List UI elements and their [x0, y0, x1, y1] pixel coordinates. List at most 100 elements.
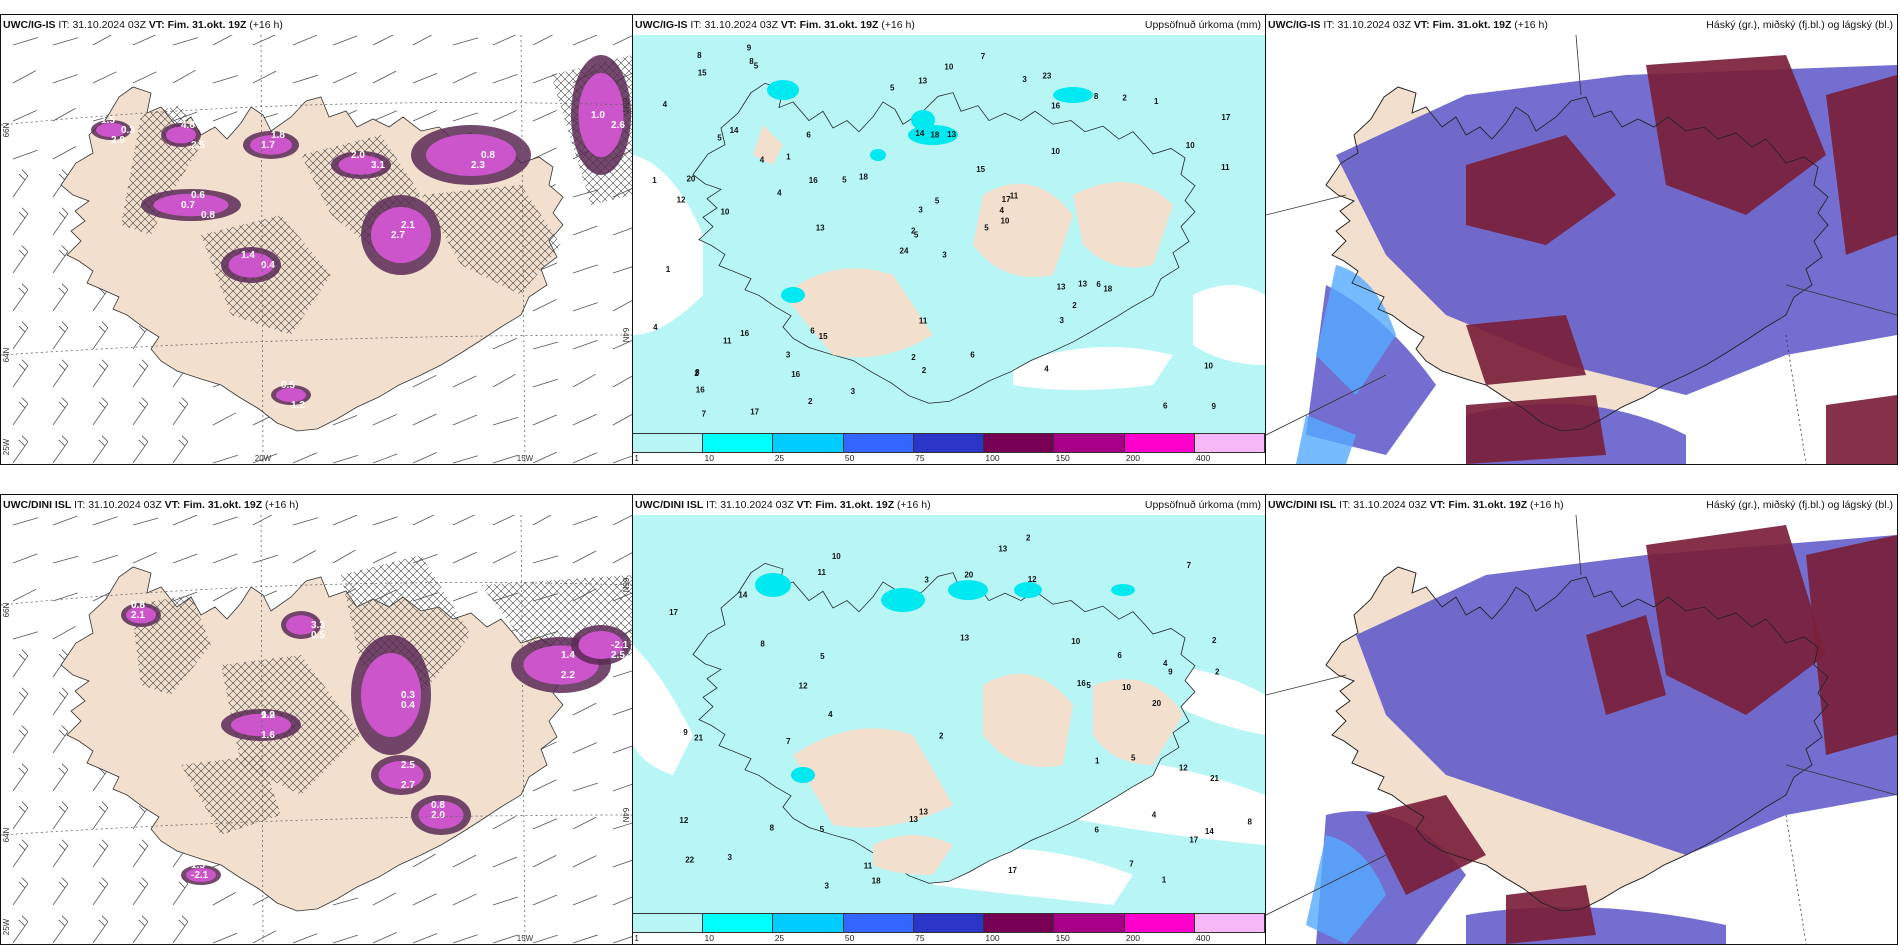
- wind-barb: [412, 109, 437, 122]
- icing-value: 1.2: [291, 400, 305, 411]
- precip-value: 8: [760, 639, 765, 648]
- high-cloud: [1646, 525, 1826, 715]
- precip-value: 8: [697, 51, 702, 60]
- precip-value: 1: [652, 176, 657, 185]
- it-value: 31.10.2024 03Z: [88, 499, 162, 511]
- precip-value: 2: [1212, 636, 1217, 645]
- no-precip-area: [1173, 665, 1265, 735]
- icing-value: 0.5: [281, 380, 295, 391]
- high-cloud: [1466, 395, 1606, 464]
- wind-barb: [332, 897, 359, 906]
- legend-tick: 50: [844, 453, 855, 463]
- legend-swatch: [984, 914, 1055, 933]
- high-cloud: [1806, 535, 1897, 755]
- precip-heavy: [767, 80, 799, 100]
- wind-barb: [572, 702, 597, 716]
- precip-legend: 1 10 25 50 75 100 150 200 400: [633, 433, 1265, 464]
- precip-heavy: [870, 149, 886, 161]
- precip-value: 17: [750, 408, 759, 417]
- axis-label: 20W: [255, 454, 272, 463]
- panel-header: UWC/DINI ISL IT: 31.10.2024 03Z VT: Fim.…: [633, 495, 1265, 515]
- precip-value: 3: [924, 575, 929, 584]
- wind-barb: [252, 453, 278, 464]
- axis-label: 64N: [621, 328, 630, 343]
- icing-area-inner: [578, 631, 624, 659]
- wind-barb: [452, 551, 477, 564]
- precip-value: 2: [911, 226, 916, 235]
- legend-tick: 75: [915, 453, 925, 463]
- precip-value: 14: [1205, 827, 1214, 836]
- icing-value: 0.3: [121, 125, 135, 136]
- precip-value: 14: [738, 590, 747, 599]
- wind-barb: [612, 515, 632, 526]
- it-value: 31.10.2024 03Z: [1353, 499, 1427, 511]
- wind-barb: [12, 37, 39, 46]
- map-area[interactable]: 1.5 0.6 0.4 2.7 2.3 2.6 0.5 4.8 3.1 1.7 2.0 0.8 1.4 2…: [1, 35, 632, 464]
- dry-land: [973, 183, 1073, 277]
- wind-barb: [12, 687, 29, 716]
- precip-value: 2: [1026, 533, 1031, 542]
- station-values: 4214132210457821720181214171113992117161…: [669, 533, 1252, 890]
- precip-value: 1: [666, 265, 671, 274]
- icing-area-inner: [338, 155, 384, 175]
- wind-barb: [12, 839, 29, 868]
- precip-value: 11: [864, 861, 873, 870]
- precip-value: 10: [1051, 147, 1060, 156]
- wind-barb: [452, 375, 477, 388]
- wind-barb: [412, 933, 438, 944]
- precip-value: 20: [964, 571, 973, 580]
- wind-barb: [92, 516, 118, 526]
- precip-value: 12: [1179, 764, 1188, 773]
- wind-barb: [52, 146, 76, 160]
- legend-tick: 10: [704, 453, 714, 463]
- wind-barb: [172, 915, 189, 944]
- it-label: IT:: [74, 499, 86, 511]
- wind-barb: [412, 515, 435, 526]
- wind-barb: [412, 35, 433, 46]
- precip-map: 4214132210457821720181214171113992117161…: [633, 515, 1265, 914]
- low-cloud: [1296, 415, 1356, 464]
- map-area[interactable]: [1266, 35, 1897, 464]
- vt-label: VT:: [148, 19, 165, 31]
- icing-value: -2.1: [191, 870, 209, 881]
- wind-barb: [372, 70, 397, 84]
- it-label: IT:: [58, 19, 70, 31]
- wind-map: 1.5 0.6 0.4 2.7 2.3 2.6 0.5 4.8 3.1 1.7 2.0 0.8 1.4 2…: [1, 35, 632, 464]
- precip-heavy: [791, 767, 815, 783]
- wind-barb: [412, 374, 437, 388]
- icing-value: 0.7: [181, 200, 195, 211]
- wind-barb: [132, 877, 149, 906]
- map-area[interactable]: 0.8 0.9 0.3 2.0 2.2 2.5 1.5 2.5 3.3 2.1 1.6 0.4 0.8 1…: [1, 515, 632, 944]
- lead-time: (+16 h): [265, 499, 299, 511]
- field-title: Háský (gr.), miðský (fj.bl.) og lágský (…: [1706, 19, 1893, 31]
- precip-value: 11: [817, 568, 826, 577]
- wind-barb: [612, 707, 632, 716]
- wind-barb: [132, 915, 149, 944]
- icing-hatch: [421, 185, 561, 295]
- wind-barb: [572, 413, 597, 426]
- it-label: IT:: [1339, 499, 1351, 511]
- dry-land: [1073, 182, 1173, 268]
- low-cloud: [1306, 835, 1386, 944]
- wind-barb: [92, 801, 109, 830]
- wind-barb: [292, 517, 319, 526]
- icing-area-inner: [276, 388, 306, 402]
- legend-swatch: [1194, 914, 1265, 933]
- legend-swatch: [633, 434, 704, 453]
- wind-barb: [12, 169, 29, 198]
- precip-value: 3: [1022, 75, 1027, 84]
- axis-label: 15W: [517, 934, 534, 943]
- precip-value: 13: [918, 76, 927, 85]
- map-area[interactable]: 3 5 5 8 17 15 23 13 16 5 5 9 10 17 24 10 17 14 15 16 18 16 16 1…: [633, 35, 1265, 434]
- high-cloud: [1366, 795, 1486, 895]
- wind-barb: [172, 435, 189, 464]
- map-area[interactable]: [1266, 515, 1897, 944]
- map-area[interactable]: 4 2 14 13 22 10 4 5 7 8 2 17 20 18 12 14 17 11 13 9 9 21 17 16 1…: [633, 515, 1265, 914]
- legend-tick: 1: [634, 453, 639, 463]
- precip-value: 5: [935, 196, 940, 205]
- it-value: 31.10.2024 03Z: [72, 19, 146, 31]
- high-cloud: [1506, 885, 1596, 944]
- wind-barb: [132, 359, 149, 388]
- wind-barb: [12, 283, 29, 312]
- precip-value: 2: [1215, 667, 1220, 676]
